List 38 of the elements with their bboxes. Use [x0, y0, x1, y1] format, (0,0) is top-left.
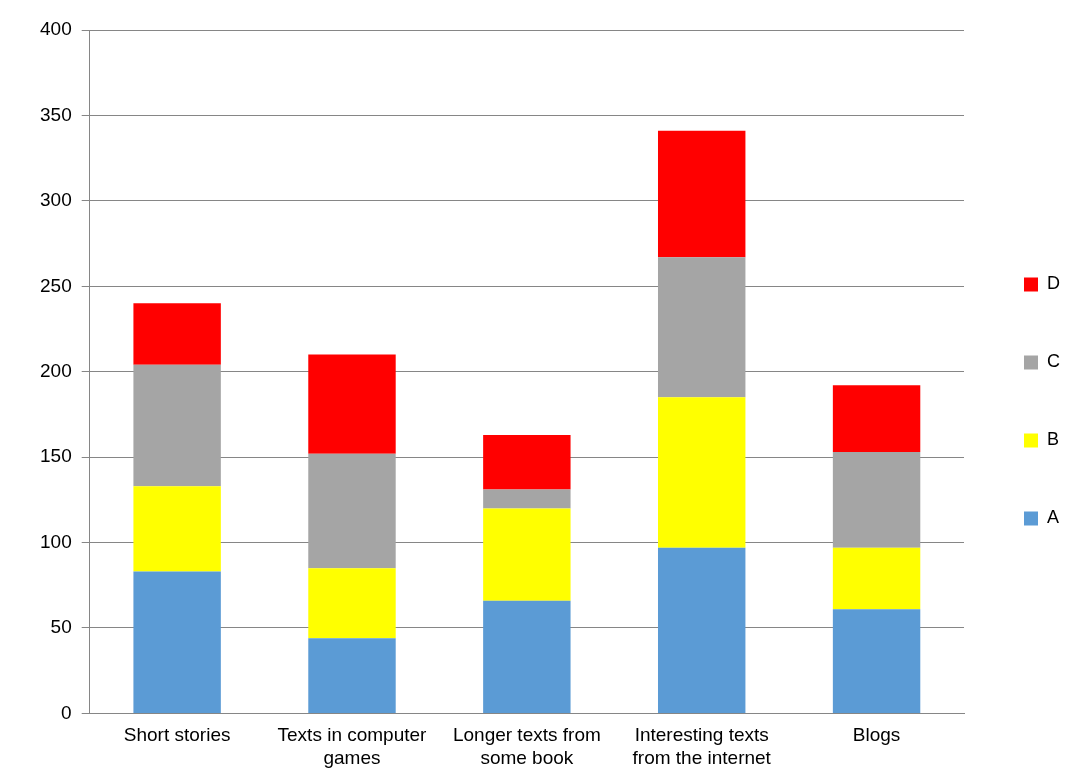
x-tick-label: Texts in computer games	[277, 724, 428, 768]
bar	[832, 385, 921, 452]
bar	[133, 364, 221, 487]
bar	[658, 547, 746, 713]
bar	[658, 130, 746, 258]
x-tick-label: Interesting texts from the internet	[632, 724, 772, 768]
x-tick-label: Blogs	[852, 724, 901, 746]
bar	[133, 303, 221, 365]
bar	[483, 508, 571, 601]
bar	[832, 547, 921, 610]
bar	[133, 571, 221, 713]
bar	[483, 434, 571, 490]
y-tick-label: 350	[40, 103, 72, 125]
bar	[308, 568, 396, 639]
bar	[832, 452, 921, 548]
x-tick-label: Short stories	[123, 724, 231, 746]
bar	[308, 354, 396, 454]
y-tick-label: 150	[40, 445, 72, 467]
bar	[483, 489, 571, 509]
bar	[658, 397, 746, 548]
x-tick-label: Longer texts from some book	[452, 724, 601, 768]
legend-label: D	[1047, 273, 1060, 294]
y-tick-label: 400	[40, 18, 72, 40]
bar	[308, 453, 396, 569]
bar	[832, 609, 921, 713]
legend-label: B	[1047, 429, 1060, 450]
y-tick-label: 250	[40, 274, 72, 296]
y-tick-label: 50	[50, 616, 72, 638]
bar	[483, 600, 571, 713]
legend-label: A	[1047, 507, 1060, 528]
legend-label: C	[1047, 351, 1060, 372]
y-tick-label: 200	[40, 359, 72, 381]
y-tick-label: 0	[61, 701, 72, 723]
bar	[308, 638, 396, 713]
y-tick-label: 300	[40, 189, 72, 211]
bar	[133, 486, 221, 572]
y-tick-label: 100	[40, 530, 72, 552]
bar	[658, 257, 746, 398]
